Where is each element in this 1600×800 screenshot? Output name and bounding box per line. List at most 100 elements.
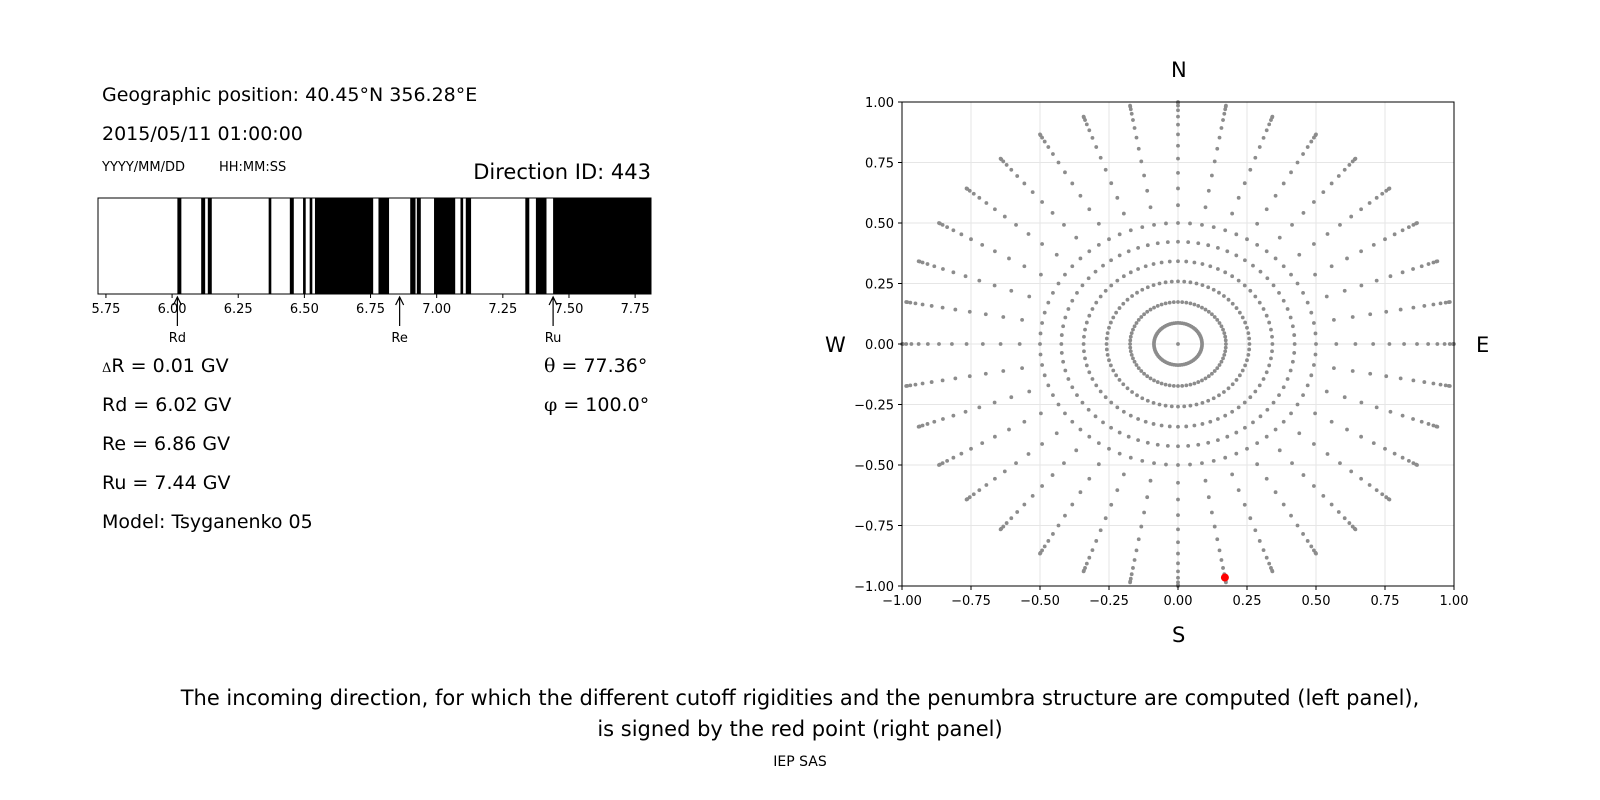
direction-point [1224, 342, 1228, 346]
direction-point [1145, 374, 1150, 379]
direction-point [1257, 539, 1262, 543]
direction-point [1038, 342, 1042, 346]
direction-point [1131, 327, 1135, 332]
direction-point [1128, 349, 1133, 354]
direction-point [1155, 304, 1160, 308]
delta-symbol: Δ [102, 361, 112, 376]
direction-point [1165, 443, 1170, 448]
y-tick-label: 0.00 [865, 338, 894, 353]
direction-point [1215, 438, 1220, 443]
direction-point [1242, 400, 1247, 405]
direction-point [1192, 423, 1197, 428]
direction-point [1083, 356, 1087, 361]
direction-point [1285, 377, 1290, 381]
direction-point [1422, 380, 1427, 384]
direction-point [1223, 349, 1228, 354]
direction-point [1136, 146, 1141, 151]
direction-point [1117, 253, 1122, 258]
direction-point [1197, 351, 1202, 355]
direction-point [1312, 363, 1316, 367]
direction-point [1135, 290, 1139, 295]
direction-point [1234, 430, 1239, 435]
direction-point [1046, 539, 1051, 543]
direction-point [1387, 186, 1392, 191]
direction-point [1142, 312, 1147, 317]
direction-point [1104, 342, 1109, 346]
direction-point [1040, 321, 1044, 325]
direction-point [1128, 103, 1132, 108]
direction-point [1159, 423, 1164, 428]
direction-point [1197, 333, 1202, 337]
direction-point [1206, 440, 1211, 445]
direction-point [1148, 307, 1153, 312]
direction-point [925, 422, 930, 426]
direction-point [1295, 523, 1300, 528]
direction-point [951, 228, 956, 233]
direction-point [1176, 569, 1180, 574]
x-tick-label: 7.75 [621, 302, 650, 317]
direction-point [1200, 400, 1205, 405]
direction-point [1442, 342, 1447, 346]
direction-point [1435, 259, 1440, 264]
direction-point [992, 434, 997, 439]
x-tick-label: −1.00 [882, 594, 922, 609]
direction-point [1267, 320, 1272, 325]
direction-point [925, 262, 930, 266]
direction-point [1271, 400, 1276, 405]
direction-point [1359, 476, 1364, 481]
direction-point [1155, 442, 1160, 447]
direction-point [1184, 424, 1189, 429]
direction-point [1211, 396, 1216, 401]
direction-point [1257, 383, 1262, 388]
direction-point [1367, 201, 1372, 205]
x-tick-label: 5.75 [91, 302, 120, 317]
direction-point [1253, 155, 1258, 160]
direction-point [1051, 393, 1055, 398]
direction-point [1374, 488, 1379, 493]
direction-point [1374, 405, 1379, 410]
direction-point [1163, 403, 1168, 408]
direction-point [1371, 242, 1376, 247]
direction-point [1426, 262, 1431, 266]
direction-point [1176, 221, 1180, 225]
direction-point [1078, 193, 1083, 198]
y-tick-label: −0.75 [854, 520, 894, 535]
direction-point [1215, 317, 1220, 322]
direction-point [1289, 272, 1293, 277]
direction-point [1196, 442, 1201, 447]
direction-point [1121, 382, 1126, 387]
direction-point [1098, 528, 1103, 533]
direction-point [1109, 400, 1114, 405]
model-name: Model: Tsyganenko 05 [102, 511, 313, 533]
x-tick-label: 1.00 [1440, 594, 1469, 609]
direction-point [1040, 442, 1044, 446]
direction-point [1219, 324, 1224, 329]
direction-point [964, 186, 969, 191]
x-tick-label: 0.75 [1371, 594, 1400, 609]
direction-point [1253, 389, 1258, 394]
direction-point [1056, 523, 1061, 528]
direction-point [951, 413, 956, 418]
direction-point [1152, 343, 1156, 348]
direction-point [1334, 342, 1339, 346]
direction-point [1387, 497, 1392, 502]
theta-text: = 77.36° [555, 355, 648, 377]
direction-point [1221, 118, 1225, 122]
direction-point [1056, 281, 1061, 286]
direction-point [1338, 461, 1342, 466]
direction-point [1189, 359, 1194, 364]
direction-point [1176, 463, 1180, 467]
direction-point [945, 225, 950, 230]
direction-point [969, 446, 973, 451]
direction-point [1061, 359, 1066, 364]
direction-point [1243, 258, 1247, 263]
direction-point [1078, 256, 1083, 261]
direction-point [1142, 173, 1147, 178]
direction-point [998, 156, 1003, 161]
direction-point [1438, 301, 1443, 306]
direction-point [1271, 283, 1276, 288]
direction-point [1145, 440, 1150, 445]
direction-point [1219, 359, 1224, 364]
direction-point [1131, 356, 1135, 361]
direction-point [1081, 342, 1086, 346]
